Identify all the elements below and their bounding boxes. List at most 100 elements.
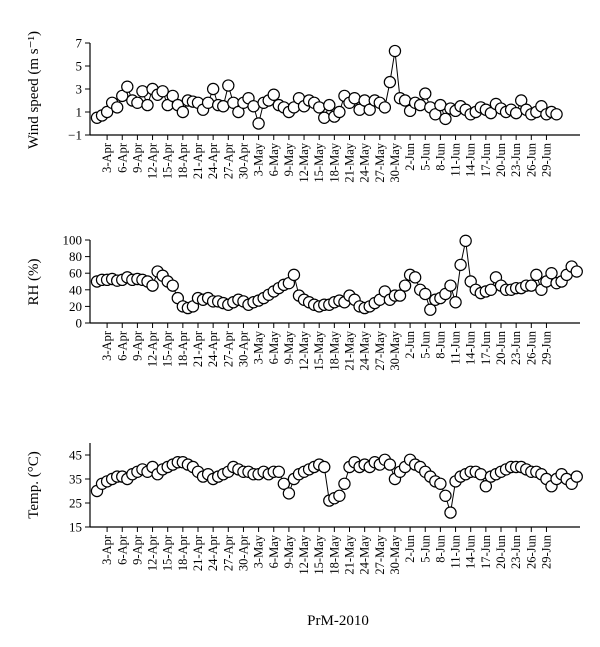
data-point bbox=[454, 258, 467, 272]
x-tick-label: 30-May bbox=[388, 142, 402, 182]
y-tick-label: 7 bbox=[76, 36, 83, 51]
data-point bbox=[459, 234, 472, 248]
data-point bbox=[414, 98, 427, 112]
data-point bbox=[530, 268, 543, 282]
data-point bbox=[267, 88, 280, 101]
data-point bbox=[272, 465, 285, 478]
data-point bbox=[156, 85, 169, 98]
x-tick-label: 24-May bbox=[358, 534, 372, 574]
x-tick-label: 20-Jun bbox=[494, 142, 508, 177]
data-point bbox=[136, 85, 149, 98]
x-tick-label: 21-Apr bbox=[191, 330, 205, 367]
x-tick-label: 21-Apr bbox=[191, 142, 205, 179]
x-tick-label: 18-Apr bbox=[176, 330, 190, 367]
y-tick-label: 3 bbox=[76, 82, 83, 97]
data-point bbox=[424, 303, 437, 316]
x-tick-label: 5-Jun bbox=[418, 534, 432, 563]
x-tick-label: 11-Jun bbox=[449, 330, 463, 364]
data-point bbox=[110, 101, 124, 114]
data-point bbox=[383, 458, 397, 471]
x-tick-label: 2-Jun bbox=[403, 330, 417, 359]
x-tick-label: 20-Jun bbox=[494, 534, 508, 569]
x-tick-label: 30-May bbox=[388, 330, 402, 370]
y-tick-label: 0 bbox=[76, 316, 83, 331]
x-tick-label: 17-Jun bbox=[479, 330, 493, 365]
data-point bbox=[378, 101, 392, 114]
x-tick-label: 2-Jun bbox=[403, 142, 417, 171]
x-tick-label: 6-Apr bbox=[115, 142, 129, 173]
y-axis-label: RH (%) bbox=[26, 258, 42, 305]
data-point bbox=[383, 75, 397, 89]
data-point bbox=[252, 117, 265, 130]
data-point bbox=[444, 506, 457, 519]
x-tick-label: 26-Jun bbox=[524, 534, 538, 569]
x-tick-label: 21-Apr bbox=[191, 534, 205, 571]
data-point bbox=[333, 489, 346, 502]
data-point bbox=[439, 112, 452, 126]
x-tick-label: 24-May bbox=[358, 142, 372, 182]
x-tick-label: 2-Jun bbox=[403, 534, 417, 563]
x-tick-label: 12-May bbox=[297, 534, 311, 574]
x-tick-label: 24-Apr bbox=[206, 142, 220, 179]
y-tick-label: 80 bbox=[69, 249, 82, 264]
x-tick-label: 29-Jun bbox=[539, 534, 553, 569]
y-axis-label: Wind speed (m s⁻¹) bbox=[26, 31, 42, 149]
x-tick-label: 30-Apr bbox=[236, 330, 250, 367]
x-tick-label: 6-May bbox=[267, 330, 281, 364]
x-tick-label: 18-May bbox=[327, 142, 341, 182]
data-point bbox=[439, 489, 452, 502]
data-point bbox=[408, 271, 422, 284]
x-axis-label: PrM-2010 bbox=[307, 613, 369, 629]
data-point bbox=[232, 105, 245, 119]
x-tick-label: 15-Apr bbox=[161, 534, 175, 571]
x-tick-label: 15-Apr bbox=[161, 142, 175, 179]
x-tick-label: 9-May bbox=[282, 142, 296, 176]
x-tick-label: 8-Jun bbox=[433, 142, 447, 171]
y-tick-label: 35 bbox=[69, 472, 82, 487]
data-point bbox=[570, 470, 583, 483]
x-tick-label: 5-Jun bbox=[418, 330, 432, 359]
x-tick-label: 14-Jun bbox=[464, 142, 478, 177]
x-tick-label: 15-May bbox=[312, 330, 326, 370]
data-point bbox=[474, 468, 487, 481]
x-tick-label: 20-Jun bbox=[494, 330, 508, 365]
y-tick-label: 60 bbox=[69, 266, 82, 281]
x-tick-label: 15-Apr bbox=[161, 330, 175, 367]
x-tick-label: 11-Jun bbox=[449, 534, 463, 568]
x-tick-label: 12-May bbox=[297, 330, 311, 370]
data-point bbox=[348, 91, 361, 105]
x-tick-label: 14-Jun bbox=[464, 534, 478, 569]
x-tick-label: 27-May bbox=[373, 330, 387, 370]
x-tick-label: 27-Apr bbox=[221, 534, 235, 571]
x-tick-label: 9-May bbox=[282, 330, 296, 364]
x-tick-label: 6-Apr bbox=[115, 534, 129, 565]
y-tick-label: −1 bbox=[68, 128, 82, 143]
x-tick-label: 8-Jun bbox=[433, 534, 447, 563]
data-point bbox=[313, 101, 326, 114]
data-point bbox=[323, 98, 336, 112]
data-point bbox=[166, 279, 179, 292]
x-tick-label: 6-Apr bbox=[115, 330, 129, 361]
x-tick-label: 14-Jun bbox=[464, 330, 478, 365]
y-tick-label: 100 bbox=[63, 233, 83, 248]
data-point bbox=[222, 79, 235, 92]
x-tick-label: 9-Apr bbox=[130, 142, 144, 173]
data-point bbox=[550, 108, 563, 121]
y-tick-label: 25 bbox=[69, 496, 82, 511]
x-tick-label: 3-May bbox=[252, 142, 266, 176]
data-point bbox=[116, 89, 129, 103]
x-tick-label: 29-Jun bbox=[539, 330, 553, 365]
x-tick-label: 3-May bbox=[252, 330, 266, 364]
data-point bbox=[201, 96, 215, 110]
x-tick-label: 18-May bbox=[327, 330, 341, 370]
x-tick-label: 21-May bbox=[343, 534, 357, 574]
data-point bbox=[429, 108, 442, 121]
data-point bbox=[444, 279, 457, 292]
x-tick-label: 27-May bbox=[373, 534, 387, 574]
x-tick-label: 8-Jun bbox=[433, 330, 447, 359]
data-point bbox=[176, 105, 190, 119]
x-tick-label: 9-May bbox=[282, 534, 296, 568]
y-axis-label: Temp. (°C) bbox=[26, 451, 42, 518]
